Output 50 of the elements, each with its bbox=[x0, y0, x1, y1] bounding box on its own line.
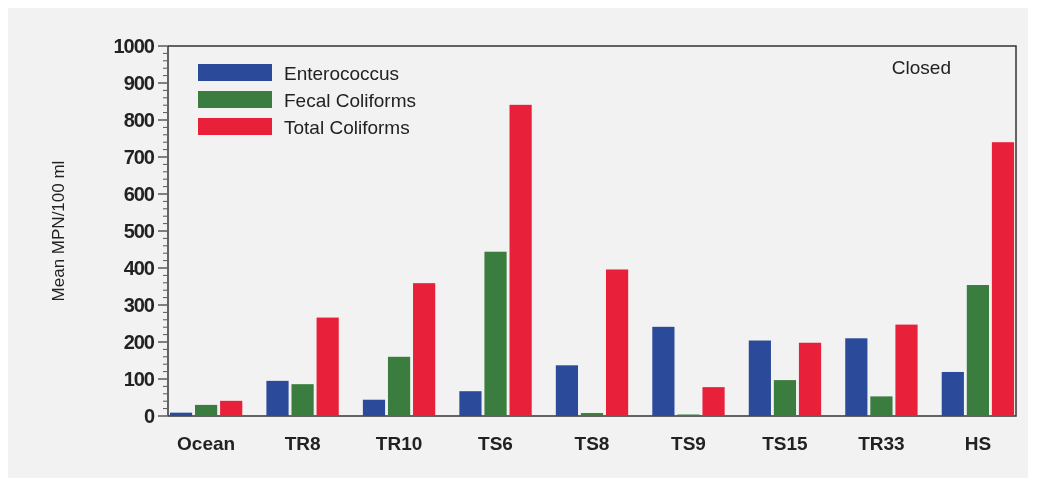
y-tick-label: 600 bbox=[123, 183, 155, 205]
x-tick-label: TS6 bbox=[478, 433, 513, 454]
x-tick-label: Ocean bbox=[177, 433, 236, 454]
bar bbox=[941, 371, 964, 416]
bar bbox=[605, 269, 629, 416]
bar bbox=[362, 399, 386, 416]
bar bbox=[459, 391, 482, 416]
bar bbox=[580, 413, 604, 416]
y-tick-label: 300 bbox=[123, 294, 155, 316]
bar bbox=[555, 365, 579, 416]
x-tick-label: TS15 bbox=[762, 433, 809, 454]
x-tick-label: TS8 bbox=[574, 433, 610, 454]
legend-label: Total Coliforms bbox=[284, 116, 410, 138]
y-tick-label: 900 bbox=[123, 72, 155, 94]
x-tick-label: TR8 bbox=[284, 433, 321, 454]
y-tick-label: 1000 bbox=[113, 35, 155, 57]
y-tick-label: 200 bbox=[123, 331, 155, 353]
y-tick-label: 800 bbox=[123, 109, 155, 131]
bar bbox=[966, 285, 989, 416]
bar bbox=[702, 387, 725, 416]
bar bbox=[798, 342, 822, 416]
y-tick-label: 700 bbox=[123, 146, 155, 168]
bar bbox=[773, 380, 797, 416]
bar bbox=[509, 104, 532, 416]
bar bbox=[220, 400, 243, 416]
bar bbox=[195, 404, 218, 416]
x-tick-label: TR10 bbox=[375, 433, 423, 454]
legend-label: Enterococcus bbox=[284, 62, 400, 84]
x-tick-label: TS9 bbox=[671, 433, 706, 454]
bar bbox=[895, 324, 918, 416]
bar bbox=[413, 283, 436, 416]
bar bbox=[316, 317, 339, 416]
legend-label: Fecal Coliforms bbox=[284, 89, 416, 111]
x-tick-label: TR33 bbox=[858, 433, 905, 454]
y-axis-title: Mean MPN/100 ml bbox=[49, 160, 68, 302]
annotation: Closed bbox=[891, 57, 951, 78]
bar bbox=[748, 340, 771, 416]
y-tick-label: 100 bbox=[123, 368, 155, 390]
bar bbox=[484, 251, 507, 416]
bar bbox=[291, 384, 314, 416]
x-tick-label: HS bbox=[964, 433, 992, 454]
bar bbox=[870, 396, 893, 416]
y-tick-label: 400 bbox=[123, 257, 155, 279]
bar bbox=[652, 326, 675, 416]
bar bbox=[387, 356, 411, 416]
bar bbox=[266, 380, 289, 416]
y-tick-label: 500 bbox=[123, 220, 155, 242]
bar bbox=[991, 142, 1015, 416]
bar bbox=[845, 338, 868, 416]
y-tick-label: 0 bbox=[143, 405, 155, 427]
